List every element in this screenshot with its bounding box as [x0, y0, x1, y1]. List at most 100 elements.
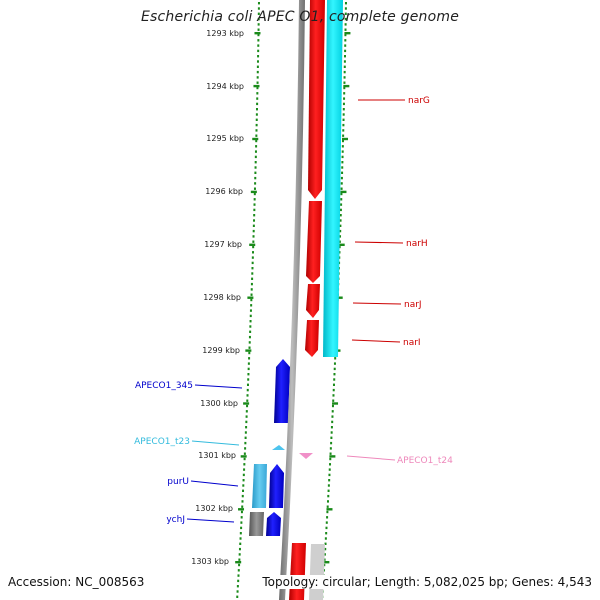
inner-ruler-dot	[253, 219, 256, 222]
inner-ruler-major-tick	[252, 137, 259, 141]
inner-ruler-dot	[245, 410, 248, 413]
inner-ruler-dot	[236, 590, 239, 593]
outer-ruler-dot	[329, 452, 332, 455]
inner-ruler-dot	[241, 500, 244, 503]
outer-ruler-dot	[333, 362, 336, 365]
inner-ruler-dot	[252, 251, 255, 254]
outer-ruler-dot	[342, 102, 345, 106]
outer-ruler-dot	[338, 245, 341, 249]
outer-ruler-dot	[342, 108, 345, 111]
outer-ruler-dot	[324, 537, 327, 540]
inner-ruler-major-tick	[235, 561, 242, 564]
grey-feature-bottom	[309, 544, 325, 600]
outer-ruler-dot	[332, 399, 335, 402]
inner-ruler-major-tick	[245, 349, 252, 352]
outer-ruler-dot	[343, 81, 346, 84]
inner-ruler-major-tick	[247, 296, 254, 299]
scale-label: 1298 kbp	[203, 293, 241, 302]
scale-label: 1297 kbp	[204, 240, 242, 249]
outer-ruler-dot	[344, 44, 347, 47]
outer-ruler-dot	[329, 457, 332, 461]
inner-ruler-dot	[243, 457, 246, 461]
outer-ruler-dot	[328, 468, 331, 471]
cds-feature-ychJ	[266, 512, 281, 536]
inner-ruler-dot	[244, 436, 247, 439]
inner-ruler-dot	[257, 17, 260, 21]
inner-ruler-dot	[245, 426, 248, 429]
outer-ruler-dot	[339, 219, 342, 222]
inner-ruler-dot	[255, 123, 258, 127]
inner-ruler-dot	[238, 553, 241, 556]
trna-feature-light	[252, 464, 267, 508]
inner-ruler-dot	[256, 81, 259, 84]
scale-label: 1293 kbp	[206, 29, 244, 38]
inner-ruler-dot	[240, 510, 243, 514]
outer-ruler-dot	[333, 373, 336, 376]
outer-ruler-dot	[341, 150, 344, 153]
outer-ruler-dot	[333, 378, 336, 381]
feature-label-narI: narI	[403, 338, 421, 348]
outer-ruler-dot	[344, 49, 347, 53]
inner-ruler-dot	[245, 415, 248, 418]
inner-ruler-dot	[254, 161, 257, 164]
inner-ruler-dot	[238, 563, 241, 567]
inner-ruler-dot	[242, 484, 245, 487]
outer-ruler-dot	[340, 182, 343, 185]
outer-ruler-dot	[343, 70, 346, 74]
outer-ruler-dot	[340, 203, 343, 206]
inner-ruler-dot	[257, 23, 260, 26]
inner-ruler-dot	[247, 378, 250, 381]
inner-ruler-dot	[237, 579, 240, 583]
outer-ruler-dot	[342, 134, 345, 137]
inner-ruler-dot	[255, 145, 258, 148]
inner-ruler-dot	[256, 70, 259, 74]
inner-ruler-dot	[249, 330, 252, 333]
grey-feature	[249, 512, 264, 536]
inner-ruler-dot	[238, 558, 241, 561]
scale-label: 1301 kbp	[198, 451, 236, 460]
outer-ruler-major-tick	[342, 137, 349, 141]
outer-ruler-dot	[343, 92, 346, 95]
outer-ruler-dot	[333, 367, 336, 371]
scale-label: 1294 kbp	[206, 82, 244, 91]
outer-ruler-dot	[339, 229, 342, 233]
outer-ruler-major-tick	[344, 32, 351, 35]
scale-label: 1303 kbp	[191, 557, 229, 566]
inner-ruler-dot	[237, 569, 240, 572]
outer-ruler-dot	[326, 505, 329, 508]
outer-ruler-dot	[329, 447, 332, 450]
inner-ruler-dot	[257, 2, 260, 5]
outer-ruler-dot	[344, 28, 347, 31]
inner-ruler-dot	[251, 256, 254, 259]
inner-ruler-dot	[254, 150, 257, 153]
genome-backbone	[279, 0, 305, 600]
outer-ruler-dot	[327, 489, 330, 492]
inner-ruler-dot	[255, 108, 258, 111]
outer-ruler-dot	[332, 394, 335, 397]
inner-ruler-major-tick	[253, 84, 260, 88]
inner-ruler-dot	[247, 373, 250, 376]
cds-feature-APECO1_345	[274, 359, 290, 423]
outer-ruler-dot	[323, 553, 326, 556]
leader-APECO1_t23	[191, 440, 240, 446]
inner-ruler-dot	[251, 272, 254, 275]
inner-ruler-dot	[240, 516, 243, 519]
feature-label-APECO1_345: APECO1_345	[135, 381, 193, 391]
inner-ruler-dot	[249, 325, 252, 328]
inner-ruler-dot	[252, 240, 255, 243]
cds-feature-narH	[306, 201, 322, 283]
inner-ruler-dot	[253, 208, 256, 212]
scale-label: 1295 kbp	[206, 134, 244, 143]
inner-ruler-dot	[256, 102, 259, 106]
outer-ruler-dot	[341, 155, 344, 159]
misc-feature-APECO1_t24	[299, 453, 313, 459]
inner-ruler-dot	[257, 49, 260, 53]
trna-feature-APECO1_t23	[272, 445, 285, 450]
outer-ruler-dot	[325, 532, 328, 535]
outer-ruler-dot	[342, 113, 345, 116]
outer-ruler-dot	[327, 494, 330, 498]
outer-ruler-dot	[339, 235, 342, 238]
inner-ruler-dot	[242, 473, 245, 477]
inner-ruler-dot	[240, 526, 243, 530]
inner-ruler-dot	[247, 367, 250, 371]
